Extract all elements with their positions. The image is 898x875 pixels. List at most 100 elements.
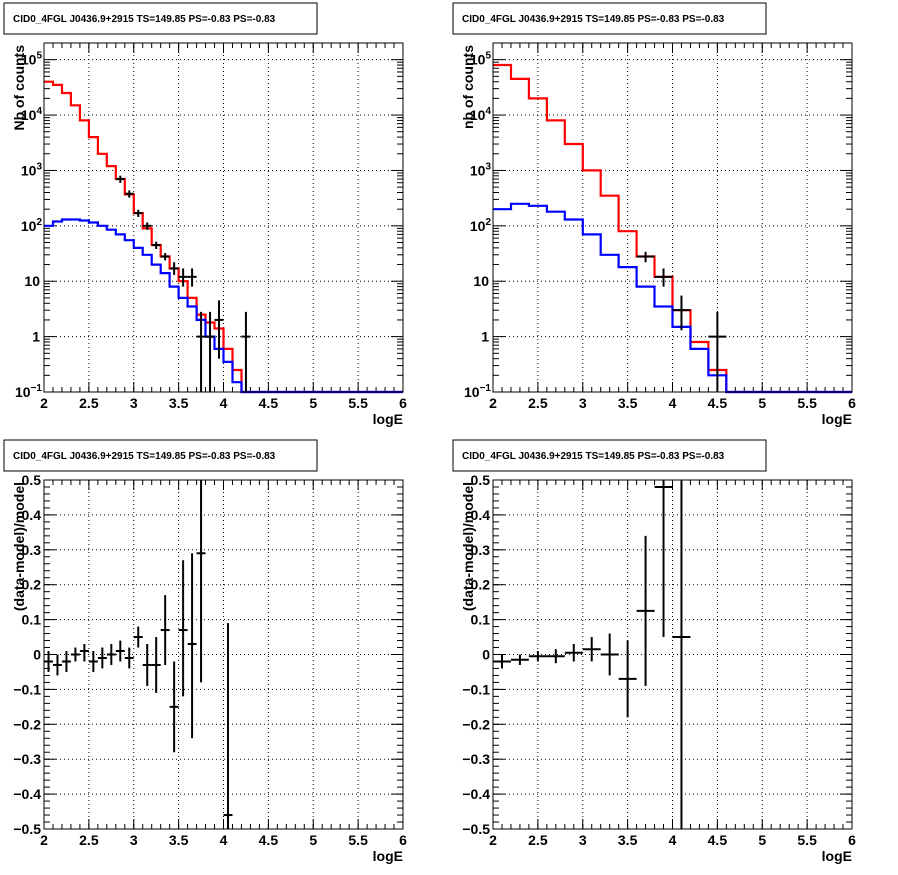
chart-svg: 2 2.5 3 3.5 4 4.5 5 5.5 6 10−1 1 10 102 103 104 105 logE… [3,2,407,427]
y-tick-label: 0 [33,647,41,663]
data-point [582,637,601,662]
y-tick-label: 0.1 [22,612,42,628]
data-point [160,595,170,665]
y-tick-label: −0.3 [13,751,41,767]
x-tick-labels: 2 2.5 3 3.5 4 4.5 5 5.5 6 [489,832,856,848]
data-point [241,311,251,392]
grid-lines [493,480,852,829]
data-point [708,311,727,392]
title-box [3,439,318,472]
data-point [546,649,565,664]
series-line-red [493,63,852,394]
title-box [3,2,318,35]
x-tick-label: 3 [579,832,587,848]
y-axis-title: Nb of counts [11,45,27,131]
y-tick-label: 10 [24,273,40,289]
x-tick-label: 3.5 [618,832,638,848]
series-line-blue [44,218,403,394]
data-point [636,251,655,263]
plot-frame [43,42,404,393]
data-point [115,640,125,662]
y-tick-label: 10−1 [464,383,491,400]
x-tick-label: 2.5 [79,832,99,848]
y-tick-label: 0.2 [471,577,491,593]
x-tick-label: 6 [399,832,407,848]
series-line-red [44,80,403,394]
data-point [88,651,98,672]
y-tick-label: −0.3 [462,751,490,767]
y-tick-label: 104 [21,106,43,123]
x-tick-label: 4.5 [708,395,728,411]
data-point [70,647,80,662]
y-tick-label: 0.1 [471,612,491,628]
data-point [672,480,691,829]
grid-lines [44,480,403,829]
y-tick-label: 102 [21,217,43,234]
x-tick-label: 3.5 [169,395,189,411]
x-axis-title: logE [822,411,852,427]
data-point [672,295,691,331]
x-tick-label: 4.5 [259,395,279,411]
x-tick-label: 3.5 [618,395,638,411]
chart-panel-residuals-right: 2 2.5 3 3.5 4 4.5 5 5.5 6 −0.5 −0.4 −0.3 −0.2 −0.1 0 0.… [449,437,898,874]
data-point [133,209,143,217]
y-tick-label: 0.3 [22,542,42,558]
x-axis-title: logE [373,411,403,427]
data-point [97,647,107,669]
data-point [142,222,152,230]
y-tick-label: −0.1 [13,681,41,697]
x-tick-labels: 2 2.5 3 3.5 4 4.5 5 5.5 6 [40,832,407,848]
y-tick-label: 105 [470,51,492,68]
x-tick-label: 2 [489,832,497,848]
x-tick-labels: 2 2.5 3 3.5 4 4.5 5 5.5 6 [40,395,407,411]
data-point [178,560,188,697]
y-tick-label: −0.1 [462,681,490,697]
x-tick-label: 6 [848,832,856,848]
data-point [187,553,197,739]
data-point [510,654,529,665]
x-tick-label: 6 [399,395,407,411]
x-tick-label: 4 [669,832,677,848]
y-tick-label: 0.5 [22,472,42,488]
data-point [133,626,143,648]
y-tick-label: −0.2 [462,716,490,732]
data-points [636,251,727,392]
chart-panel-counts-left: 2 2.5 3 3.5 4 4.5 5 5.5 6 10−1 1 10 102 103 104 105 logE… [0,0,449,437]
x-tick-label: 5.5 [348,832,368,848]
data-point [214,300,224,359]
x-tick-label: 4 [220,832,228,848]
y-axis-title: (data-model)/model [460,482,476,611]
chart-panel-counts-right: 2 2.5 3 3.5 4 4.5 5 5.5 6 10−1 1 10 102 103 104 105 logE… [449,0,898,437]
x-tick-label: 5.5 [348,395,368,411]
y-tick-label: 103 [21,161,43,178]
data-point [493,654,511,669]
chart-svg: 2 2.5 3 3.5 4 4.5 5 5.5 6 −0.5 −0.4 −0.3 −0.2 −0.1 0 0.… [3,439,407,864]
data-point [52,654,62,676]
data-point [61,651,71,672]
data-point [124,647,134,669]
y-tick-label: −0.4 [13,786,41,802]
y-tick-labels: −0.5 −0.4 −0.3 −0.2 −0.1 0 0.1 0.2 0.3 0.4 0.5 [462,472,490,837]
y-tick-labels: 10−1 1 10 102 103 104 105 [15,51,42,400]
x-tick-label: 2 [40,832,48,848]
x-tick-label: 4.5 [708,832,728,848]
x-tick-label: 2.5 [528,832,548,848]
chart-svg: 2 2.5 3 3.5 4 4.5 5 5.5 6 10−1 1 10 102 103 104 105 logE… [452,2,856,427]
chart-title: CID0_4FGL J0436.9+2915 TS=149.85 PS=-0.8… [462,14,725,25]
y-tick-label: 105 [21,51,43,68]
grid-lines [493,43,852,392]
chart-title: CID0_4FGL J0436.9+2915 TS=149.85 PS=-0.8… [13,14,276,25]
data-point [205,311,215,392]
data-point [169,661,179,753]
x-tick-label: 4 [220,395,228,411]
y-tick-labels: −0.5 −0.4 −0.3 −0.2 −0.1 0 0.1 0.2 0.3 0.4 0.5 [13,472,41,837]
data-point [106,644,116,665]
data-point [142,644,152,686]
data-point [618,640,637,718]
data-point [636,535,655,686]
data-point [151,637,161,693]
y-tick-label: −0.2 [13,716,41,732]
axis-ticks [492,479,853,830]
x-tick-label: 5.5 [797,395,817,411]
y-tick-label: 0.2 [22,577,42,593]
